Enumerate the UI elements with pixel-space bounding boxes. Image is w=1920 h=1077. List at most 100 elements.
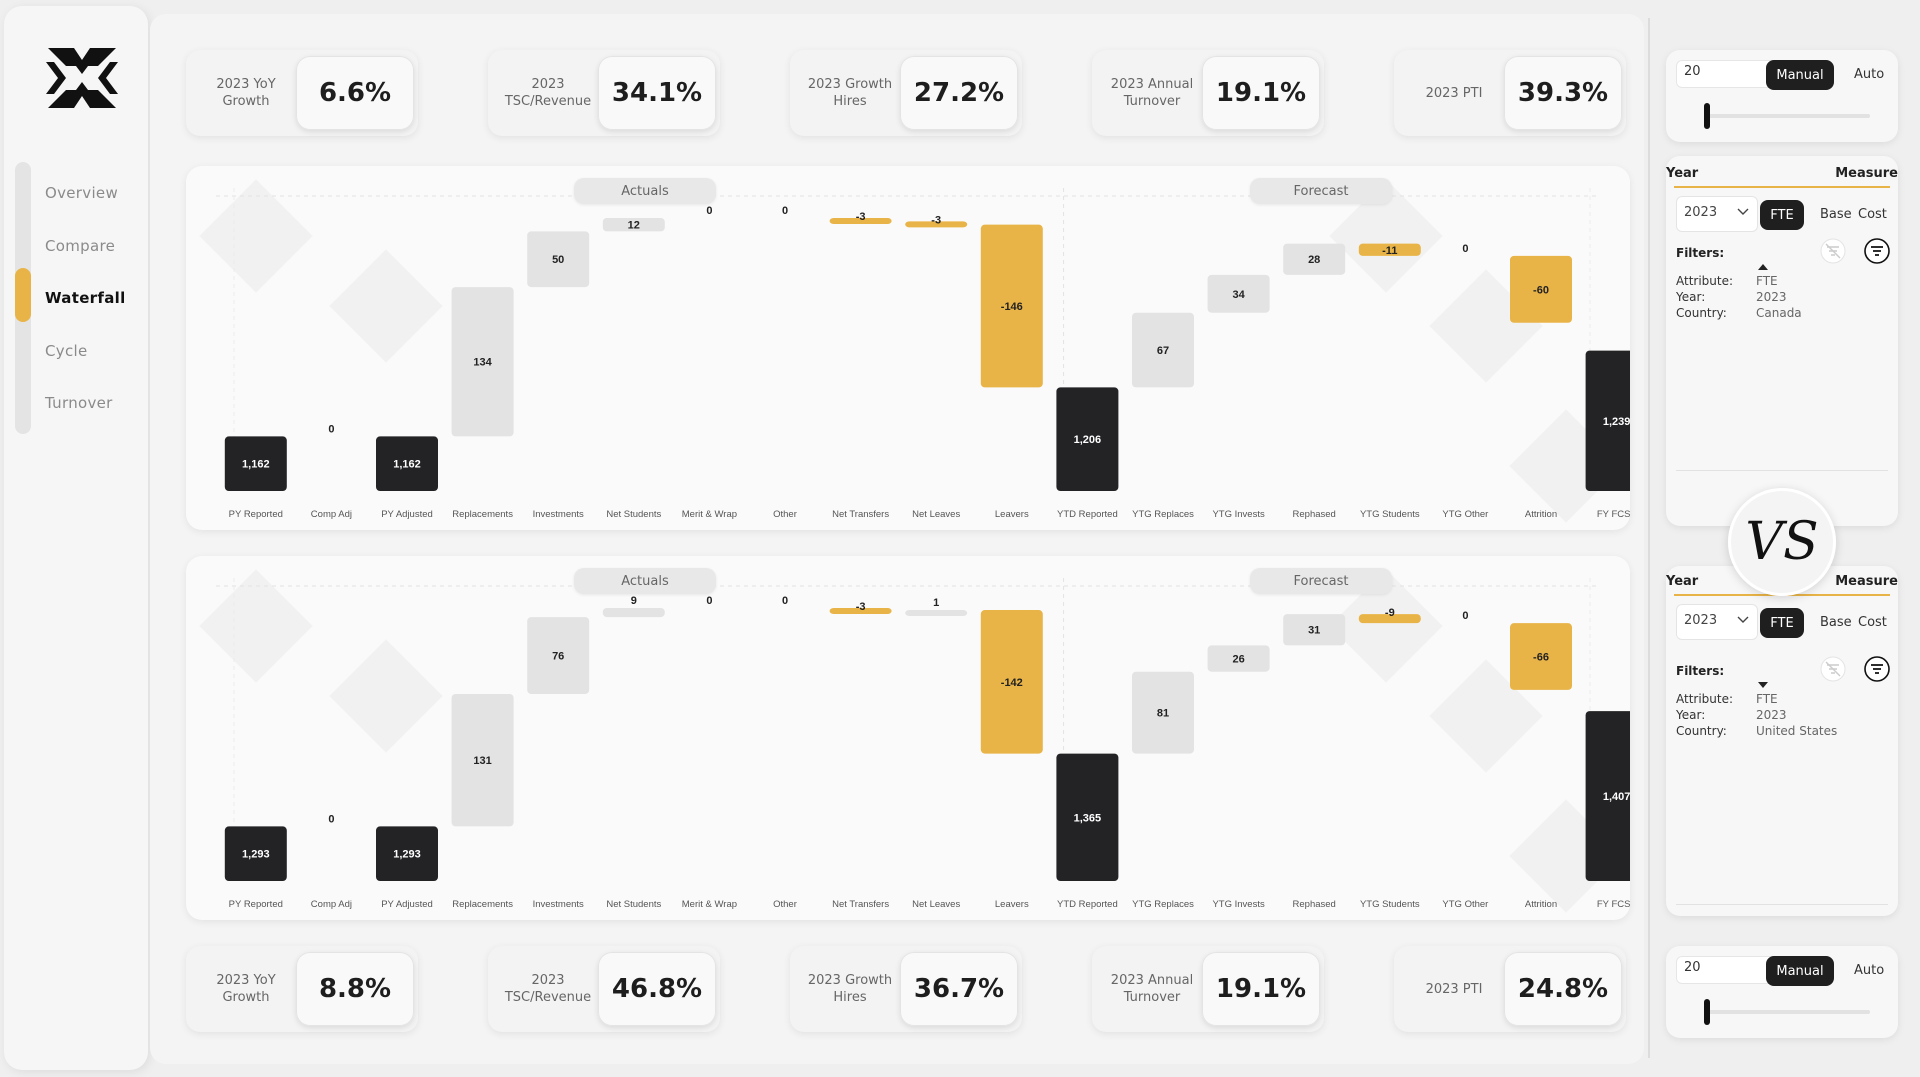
kpi-value: 6.6% (296, 56, 414, 130)
measure-option-fte[interactable]: FTE (1760, 608, 1804, 638)
waterfall-bar[interactable] (451, 693, 514, 827)
manual-button[interactable]: Manual (1766, 956, 1834, 986)
waterfall-bar[interactable] (1510, 623, 1572, 690)
manual-button[interactable]: Manual (1766, 60, 1834, 90)
data-label: 1,293 (393, 849, 421, 861)
clear-filter-icon[interactable] (1818, 236, 1848, 266)
slider-card-bottom: 20 Manual Auto (1666, 946, 1898, 1038)
nav-item-compare[interactable]: Compare (45, 237, 116, 255)
filter-icon[interactable] (1862, 654, 1892, 684)
waterfall-bar[interactable] (1358, 614, 1421, 624)
clear-filter-icon[interactable] (1818, 654, 1848, 684)
waterfall-bar[interactable] (1283, 243, 1346, 275)
waterfall-bar[interactable] (980, 224, 1043, 388)
slider-track[interactable] (1706, 1010, 1870, 1014)
waterfall-bar[interactable] (1358, 243, 1421, 256)
filter-value: FTE (1756, 274, 1778, 288)
category-label: Replacements (452, 899, 513, 910)
kpi-value: 8.8% (296, 952, 414, 1026)
category-label: Comp Adj (311, 899, 352, 910)
waterfall-bar[interactable] (451, 287, 514, 437)
kpi-value: 19.1% (1202, 56, 1320, 130)
slider-handle[interactable] (1704, 103, 1710, 129)
category-label: Other (773, 899, 797, 910)
waterfall-bar[interactable] (224, 826, 287, 881)
waterfall-bar[interactable] (829, 218, 892, 224)
data-label: 76 (552, 651, 564, 663)
waterfall-bar[interactable] (1207, 274, 1270, 313)
filter-icon[interactable] (1862, 236, 1892, 266)
waterfall-bar[interactable] (527, 231, 590, 288)
waterfall-bar[interactable] (224, 436, 287, 491)
waterfall-bar[interactable] (602, 608, 665, 618)
category-label: YTG Replaces (1132, 899, 1194, 910)
measure-option-base[interactable]: Base (1820, 207, 1852, 222)
waterfall-bar[interactable] (905, 610, 968, 617)
auto-button[interactable]: Auto (1854, 67, 1885, 82)
filter-row: Year: 2023 (1676, 290, 1787, 304)
slider-track[interactable] (1706, 114, 1870, 118)
waterfall-bar[interactable] (1283, 614, 1346, 646)
kpi-card: 2023 PTI 24.8% (1394, 946, 1626, 1032)
compare-card-top: Year Measure 2023 FTE Base Cost Filters:… (1666, 156, 1898, 526)
slider-card-top: 20 Manual Auto (1666, 50, 1898, 142)
measure-option-cost[interactable]: Cost (1858, 207, 1887, 222)
kpi-card: 2023 TSC/Revenue 46.8% (488, 946, 720, 1032)
waterfall-bar[interactable] (1056, 387, 1119, 491)
waterfall-bar[interactable] (527, 617, 590, 694)
measure-header: Measure (1835, 166, 1898, 181)
category-label: Other (773, 509, 797, 520)
kpi-card: 2023 Growth Hires 27.2% (790, 50, 1022, 136)
nav-item-turnover[interactable]: Turnover (45, 394, 113, 412)
measure-option-base[interactable]: Base (1820, 615, 1852, 630)
category-label: Investments (533, 509, 584, 520)
data-label: 0 (1462, 610, 1468, 622)
year-select-value: 2023 (1684, 205, 1718, 220)
waterfall-bar[interactable] (1132, 671, 1194, 754)
waterfall-bar[interactable] (980, 610, 1043, 754)
slider-handle[interactable] (1704, 999, 1710, 1025)
waterfall-bar[interactable] (1132, 312, 1194, 388)
filter-row: Attribute: FTE (1676, 274, 1778, 288)
data-label: -146 (1001, 301, 1023, 313)
category-label: Comp Adj (311, 509, 352, 520)
nav-item-waterfall[interactable]: Waterfall (45, 289, 126, 307)
waterfall-bar[interactable] (1585, 350, 1630, 491)
category-label: Merit & Wrap (682, 509, 737, 520)
waterfall-bar[interactable] (1585, 711, 1630, 881)
category-label: FY FCST (1597, 899, 1630, 910)
waterfall-bar[interactable] (376, 826, 438, 881)
nav-item-overview[interactable]: Overview (45, 184, 119, 202)
kpi-value: 34.1% (598, 56, 716, 130)
waterfall-bar[interactable] (1510, 255, 1572, 323)
category-label: Leavers (995, 899, 1029, 910)
filter-row: Attribute: FTE (1676, 692, 1778, 706)
card-divider (1676, 470, 1888, 471)
category-label: YTG Other (1442, 899, 1488, 910)
data-label: 9 (631, 595, 637, 607)
kpi-value: 36.7% (900, 952, 1018, 1026)
category-label: YTG Invests (1212, 899, 1265, 910)
category-label: Replacements (452, 509, 513, 520)
waterfall-bar[interactable] (1056, 753, 1119, 881)
measure-option-fte[interactable]: FTE (1760, 200, 1804, 230)
waterfall-bar[interactable] (376, 436, 438, 491)
auto-button[interactable]: Auto (1854, 963, 1885, 978)
filter-row: Year: 2023 (1676, 708, 1787, 722)
data-label: 131 (473, 755, 491, 767)
waterfall-bar[interactable] (1207, 645, 1270, 672)
measure-option-cost[interactable]: Cost (1858, 615, 1887, 630)
kpi-card: 2023 YoY Growth 6.6% (186, 50, 418, 136)
waterfall-bar[interactable] (905, 221, 968, 228)
waterfall-bar[interactable] (829, 608, 892, 614)
vs-badge: VS (1728, 488, 1836, 596)
year-select[interactable]: 2023 (1676, 196, 1758, 232)
waterfall-bar[interactable] (602, 218, 665, 232)
section-label-forecast: Forecast (1250, 178, 1392, 204)
nav-item-cycle[interactable]: Cycle (45, 342, 88, 360)
data-label: -66 (1533, 652, 1549, 664)
section-label-actuals: Actuals (574, 568, 716, 594)
kpi-card: 2023 Growth Hires 36.7% (790, 946, 1022, 1032)
year-select[interactable]: 2023 (1676, 604, 1758, 640)
category-label: YTD Reported (1057, 899, 1118, 910)
